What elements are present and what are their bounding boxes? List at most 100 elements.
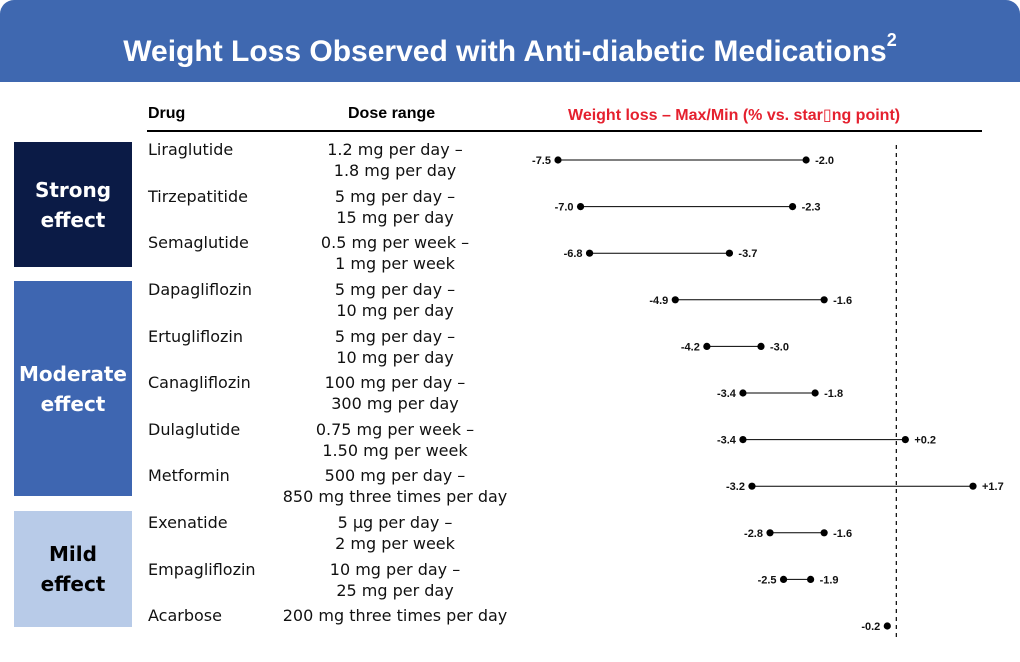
dose-line1: 100 mg per day – (324, 373, 466, 392)
max-point (585, 249, 594, 257)
dose-line2: 25 mg per day (336, 581, 454, 600)
max-label: -0.2 (861, 621, 880, 633)
min-label: -3.0 (770, 341, 789, 353)
max-label: -2.8 (744, 528, 763, 540)
drug-name: Ertugliflozin (148, 327, 243, 346)
drug-name: Empagliflozin (148, 560, 256, 579)
min-label: -2.3 (802, 202, 821, 214)
dose-line1: 500 mg per day – (324, 466, 466, 485)
max-point (576, 203, 585, 211)
max-point (739, 436, 747, 444)
drug-name: Acarbose (148, 606, 222, 625)
dose-line1: 5 mg per day – (334, 327, 456, 346)
max-point (748, 482, 756, 490)
min-label: -3.7 (738, 248, 757, 260)
dose-line2: 300 mg per day (331, 394, 459, 413)
min-label: +1.7 (982, 481, 1004, 493)
max-point (779, 575, 788, 584)
min-point (901, 436, 909, 444)
category-label-line1: Mild (49, 542, 97, 566)
header-dose-range: Dose range (348, 105, 436, 122)
max-point (883, 622, 891, 630)
min-label: -1.8 (824, 388, 843, 400)
drug-name: Metformin (148, 466, 230, 485)
dose-line2: 15 mg per day (336, 208, 454, 227)
max-point (671, 296, 679, 304)
dose-line1: 5 mg per day – (334, 187, 456, 206)
header-drug: Drug (148, 105, 186, 122)
min-point (802, 156, 810, 164)
min-point (820, 529, 828, 537)
dose-range: 500 mg per day – 850 mg three times per d… (270, 465, 520, 507)
max-label: -2.5 (758, 574, 777, 586)
category-mild-effect: Mild effect (14, 511, 132, 627)
min-label: -1.6 (833, 295, 852, 307)
dose-line1: 0.5 mg per week – (320, 233, 470, 252)
min-label: -1.6 (833, 528, 852, 540)
page-title: Weight Loss Observed with Anti-diabetic … (123, 30, 897, 68)
dose-line2: 10 mg per day (336, 301, 454, 320)
max-point (766, 529, 774, 537)
category-label-line2: effect (40, 391, 106, 416)
dose-range: 0.75 mg per week – 1.50 mg per week (270, 419, 520, 461)
header-rule (147, 130, 982, 132)
header-weight-loss: Weight loss – Max/Min (% vs. star▯ng poi… (568, 107, 901, 124)
dose-line2: 1.8 mg per day (333, 161, 457, 180)
max-point (554, 156, 562, 164)
max-point (703, 342, 711, 350)
dose-line1: 1.2 mg per day – (327, 140, 463, 159)
category-label-line2: effect (40, 207, 106, 232)
dose-line1: 10 mg per day – (329, 560, 461, 579)
drug-name: Dulaglutide (148, 420, 241, 439)
max-label: -3.4 (717, 435, 737, 447)
min-point (969, 482, 977, 490)
category-strong-effect: Strong effect (14, 142, 132, 267)
min-point (725, 249, 734, 257)
max-label: -7.5 (532, 155, 551, 167)
drug-name: Dapagliflozin (148, 280, 252, 299)
dose-range: 0.5 mg per week – 1 mg per week (270, 232, 520, 274)
dose-range: 10 mg per day – 25 mg per day (270, 559, 520, 601)
drug-name: Exenatide (148, 513, 228, 532)
max-label: -4.9 (649, 295, 668, 307)
min-point (811, 389, 819, 397)
dose-range: 100 mg per day – 300 mg per day (270, 372, 520, 414)
min-point (820, 296, 828, 304)
dose-range: 5 mg per day – 15 mg per day (270, 186, 520, 228)
min-point (757, 342, 765, 350)
title-banner (0, 0, 1020, 82)
drug-name: Semaglutide (148, 233, 249, 252)
dose-line1: 0.75 mg per week – (315, 420, 475, 439)
min-label: +0.2 (914, 435, 936, 447)
min-point (807, 575, 815, 584)
category-moderate-effect: Moderate effect (14, 281, 132, 496)
dose-line1: 5 mg per day – (334, 280, 456, 299)
dose-range: 200 mg three times per day (270, 605, 520, 626)
title-superscript: 2 (886, 30, 897, 50)
category-label-line1: Strong (34, 177, 112, 202)
dose-line2: 10 mg per day (336, 348, 454, 367)
max-label: -7.0 (555, 202, 574, 214)
dose-range: 5 mg per day – 10 mg per day (270, 279, 520, 321)
category-label-line2: effect (40, 572, 106, 596)
dose-range: 1.2 mg per day – 1.8 mg per day (270, 139, 520, 181)
max-label: -4.2 (681, 341, 700, 353)
drug-name: Canagliflozin (148, 373, 251, 392)
dose-line2: 2 mg per week (335, 534, 455, 553)
dose-range: 5 mg per day – 10 mg per day (270, 326, 520, 368)
dose-line2: 1 mg per week (335, 254, 455, 273)
max-label: -6.8 (564, 248, 583, 260)
dose-line2: 1.50 mg per week (322, 441, 468, 460)
max-label: -3.4 (717, 388, 737, 400)
min-label: -1.9 (820, 574, 839, 586)
dose-line1: 200 mg three times per day (282, 606, 508, 625)
drug-name: Tirzepatitide (148, 187, 248, 206)
dose-line1: 5 µg per day – (337, 513, 453, 532)
max-point (739, 389, 747, 397)
drug-name: Liraglutide (148, 140, 234, 159)
min-point (788, 203, 797, 211)
category-label-line1: Moderate (18, 361, 127, 386)
dose-line2: 850 mg three times per day (282, 487, 508, 506)
min-label: -2.0 (815, 155, 834, 167)
